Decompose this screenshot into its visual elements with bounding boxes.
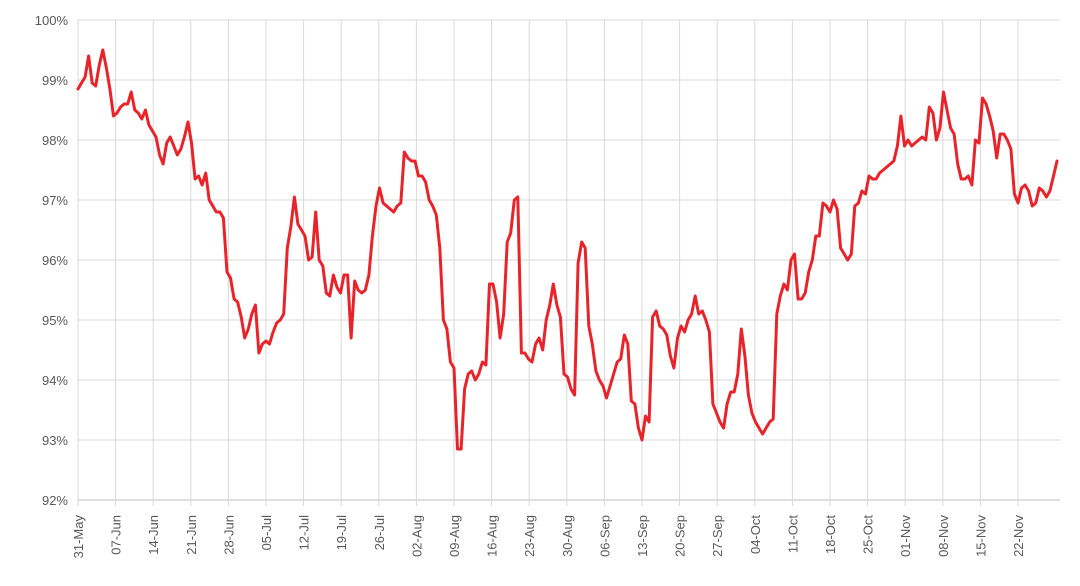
- x-tick-label: 16-Aug: [485, 515, 500, 557]
- x-tick-label: 28-Jun: [221, 515, 236, 555]
- grid-lines: [77, 19, 1060, 506]
- x-tick-label: 27-Sep: [710, 515, 725, 557]
- x-axis-ticks: 31-May 07-Jun 14-Jun 21-Jun 28-Jun 05-Jul 12-J…: [71, 515, 1026, 559]
- y-axis-ticks: 92% 93% 94% 95% 96% 97% 98% 99% 100%: [35, 13, 69, 508]
- y-tick-label: 92%: [42, 493, 68, 508]
- x-tick-label: 07-Jun: [109, 515, 124, 555]
- x-tick-label: 05-Jul: [259, 515, 274, 551]
- x-tick-label: 06-Sep: [597, 515, 612, 557]
- series-line-0: [76, 48, 1059, 451]
- x-tick-label: 13-Sep: [635, 515, 650, 557]
- x-tick-label: 31-May: [71, 515, 86, 559]
- x-tick-label: 01-Nov: [898, 515, 913, 557]
- x-tick-label: 09-Aug: [447, 515, 462, 557]
- y-tick-label: 93%: [42, 433, 68, 448]
- x-tick-label: 19-Jul: [334, 515, 349, 551]
- x-tick-label: 08-Nov: [936, 515, 951, 557]
- y-tick-label: 98%: [42, 133, 68, 148]
- x-tick-label: 04-Oct: [748, 515, 763, 554]
- x-tick-label: 30-Aug: [560, 515, 575, 557]
- y-tick-label: 94%: [42, 373, 68, 388]
- y-tick-label: 97%: [42, 193, 68, 208]
- x-tick-label: 11-Oct: [785, 515, 800, 553]
- x-tick-label: 14-Jun: [146, 515, 161, 555]
- x-tick-label: 21-Jun: [184, 515, 199, 555]
- y-tick-label: 99%: [42, 73, 68, 88]
- x-tick-label: 23-Aug: [522, 515, 537, 557]
- y-tick-label: 100%: [35, 13, 69, 28]
- x-tick-label: 25-Oct: [861, 515, 876, 554]
- x-tick-label: 20-Sep: [673, 515, 688, 557]
- x-tick-label: 15-Nov: [973, 515, 988, 557]
- x-tick-label: 12-Jul: [297, 515, 312, 551]
- x-tick-label: 26-Jul: [372, 515, 387, 551]
- y-tick-label: 96%: [42, 253, 68, 268]
- x-tick-label: 22-Nov: [1011, 515, 1026, 557]
- x-tick-label: 18-Oct: [823, 515, 838, 554]
- y-tick-label: 95%: [42, 313, 68, 328]
- x-tick-label: 02-Aug: [409, 515, 424, 557]
- series-layer: [76, 48, 1059, 451]
